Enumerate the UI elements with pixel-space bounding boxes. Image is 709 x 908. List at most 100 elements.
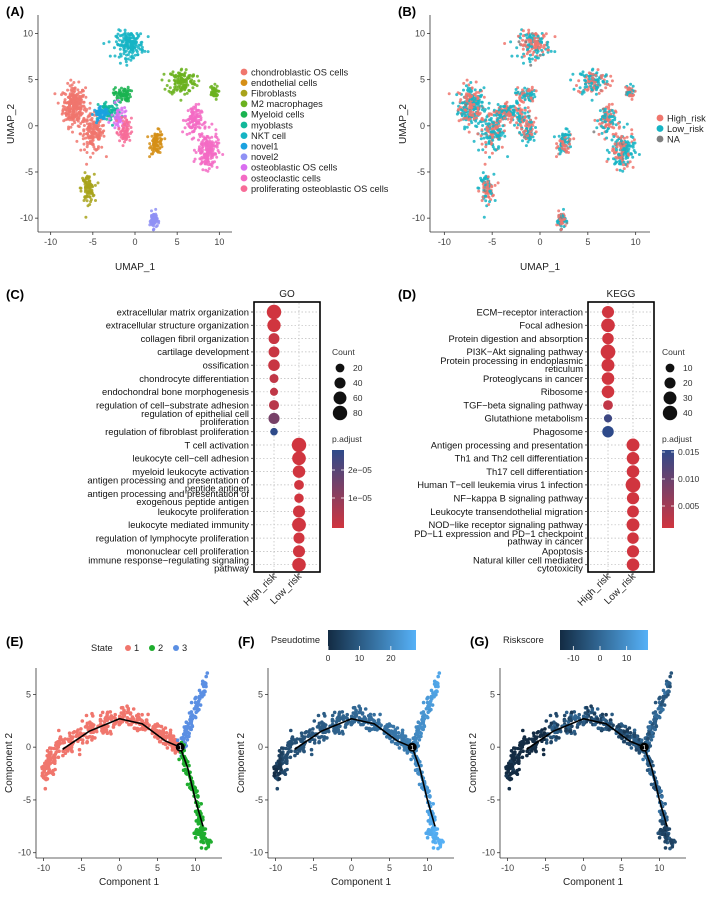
legend-swatch [240,153,248,161]
panel-label-g: (G) [470,634,489,649]
cell-point [199,802,203,806]
umap-point [71,101,75,105]
risk-point [470,121,474,125]
risk-point [464,113,468,117]
risk-point [481,148,485,152]
umap-point [117,133,121,137]
term-label: regulation of epithelial cell proliferati… [141,408,249,427]
umap-point [186,109,190,113]
cell-point [190,717,195,721]
y-tick-label: 5 [26,689,31,699]
umap-point [120,95,124,98]
umap-point [214,97,218,101]
umap-point [124,60,128,64]
x-tick-label: 10 [422,863,432,873]
umap-point [140,48,144,52]
x-tick-label: -10 [37,863,50,873]
x-tick-label: 10 [631,237,641,247]
risk-point [493,127,497,131]
umap-point [205,134,209,138]
cell-point [53,767,57,772]
cell-point [151,725,155,729]
risk-point [484,145,488,149]
risk-point [577,79,581,83]
risk-point [483,194,487,198]
y-tick-label: 0 [26,742,31,752]
risk-point [487,122,491,126]
risk-point [557,209,561,213]
cell-point [298,737,302,742]
risk-point [468,101,472,105]
size-legend-dot [335,363,345,373]
risk-point [525,33,529,37]
cell-point [157,724,161,728]
risk-point [479,137,483,141]
cell-point [199,839,203,844]
cell-point [104,717,109,721]
risk-point [481,171,485,175]
umap-point [121,144,125,148]
umap-point [76,119,80,123]
cell-point [98,713,103,718]
risk-point [619,139,623,143]
legend-label: myoblasts [251,120,293,130]
cell-point [204,674,208,679]
umap-point [211,149,215,153]
cell-point [336,729,341,734]
cell-point [280,746,284,750]
umap-point [177,80,180,84]
risk-point [509,117,513,121]
umap-point [159,133,163,137]
cell-point [147,723,151,727]
risk-point [595,71,599,75]
risk-point [560,137,564,141]
umap-point [203,159,207,163]
size-legend-dot [664,377,676,389]
umap-point [197,79,201,83]
cell-point [58,737,62,741]
risk-point [611,115,615,118]
legend-label: 2 [158,643,163,653]
umap-point [184,119,188,123]
risk-point [610,79,614,83]
umap-point [66,116,70,120]
risk-point [604,73,608,77]
cell-point [117,714,122,719]
size-legend-label: 40 [683,408,693,418]
umap-point [102,111,106,115]
y-axis-label: Component 2 [4,733,15,793]
risk-point [519,124,523,128]
legend-swatch [240,142,248,150]
cell-point [353,714,357,719]
risk-point [485,126,489,129]
umap-point [56,101,60,105]
risk-point [536,42,540,46]
risk-point [477,100,481,104]
risk-point [565,127,569,131]
umap-point [65,101,69,105]
risk-point [528,127,532,131]
risk-point [515,101,519,104]
risk-point [606,82,610,86]
umap-point [209,85,213,89]
risk-point [631,155,635,159]
cell-point [299,731,304,735]
risk-point [494,148,498,152]
risk-point [633,141,637,145]
risk-point [522,54,526,58]
umap-point [153,132,157,136]
cell-point [429,694,434,699]
cell-point [309,752,314,757]
panel-c-title: GO [279,289,295,300]
x-tick-label: 0 [349,863,354,873]
risk-point [487,101,491,105]
cell-point [306,733,311,738]
umap-point [129,36,132,40]
cell-point [91,723,96,727]
umap-point [68,92,72,96]
risk-point [553,35,557,39]
risk-point [484,151,488,154]
risk-point [523,108,527,112]
risk-point [630,128,634,132]
risk-point [613,162,617,166]
